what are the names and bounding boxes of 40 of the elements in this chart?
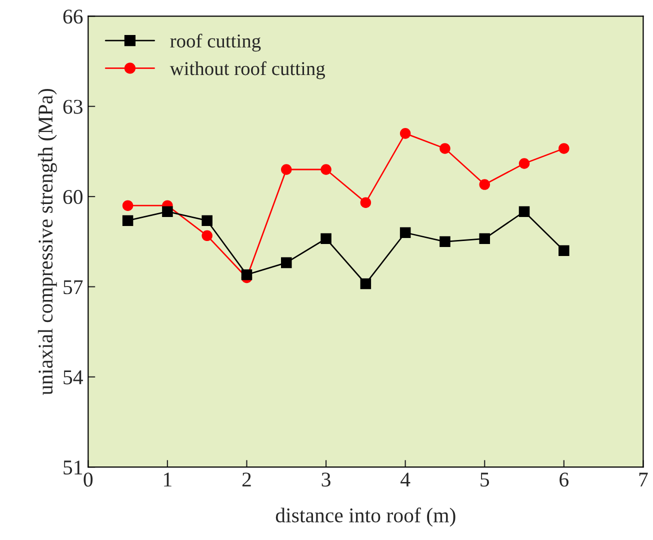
point xyxy=(558,143,570,154)
legend-label: roof cutting xyxy=(170,34,261,52)
point xyxy=(479,233,490,244)
y-axis-title: uniaxial compressive strength (MPa) xyxy=(38,88,57,395)
point xyxy=(440,236,450,248)
point xyxy=(281,164,292,175)
point xyxy=(440,143,450,154)
x-tick-label: 6 xyxy=(560,472,568,487)
y-tick-label: 60 xyxy=(63,190,82,204)
x-tick-label: 2 xyxy=(242,472,251,486)
point xyxy=(400,227,411,238)
y-tick-label: 54 xyxy=(64,370,83,384)
point xyxy=(360,197,372,208)
point xyxy=(202,230,212,242)
y-tick-label: 57 xyxy=(64,280,83,294)
x-axis-title: distance into roof (m) xyxy=(276,508,456,527)
x-tick-label: 5 xyxy=(480,472,490,487)
point xyxy=(518,158,530,169)
x-tick-label: 0 xyxy=(84,472,93,487)
point xyxy=(281,257,292,268)
point xyxy=(360,278,372,290)
point xyxy=(479,179,490,190)
point xyxy=(241,269,252,280)
point xyxy=(162,206,173,217)
point xyxy=(320,164,332,175)
point xyxy=(122,215,134,226)
point xyxy=(558,245,570,256)
y-tick-label: 63 xyxy=(63,100,82,114)
x-tick-label: 4 xyxy=(400,472,410,486)
x-tick-label: 1 xyxy=(164,472,172,486)
point xyxy=(202,215,212,226)
x-tick-label: 3 xyxy=(322,472,330,487)
point xyxy=(400,128,411,139)
x-tick-label: 7 xyxy=(639,472,648,486)
point xyxy=(122,200,134,211)
point xyxy=(518,206,530,217)
y-tick-label: 66 xyxy=(63,10,83,24)
point xyxy=(320,233,332,244)
y-tick-label: 51 xyxy=(64,460,82,475)
legend-label: without roof cutting xyxy=(170,61,325,80)
